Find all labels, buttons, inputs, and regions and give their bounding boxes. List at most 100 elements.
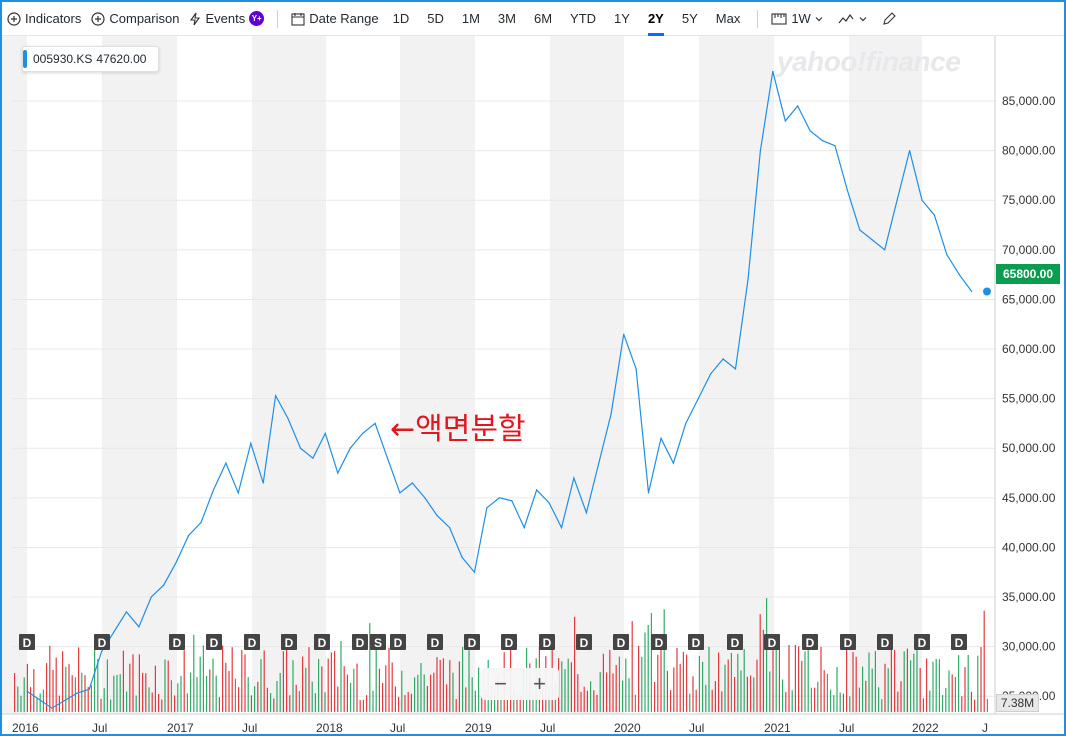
price-point [697,398,699,400]
volume-bar [516,693,518,712]
dividend-event-marker[interactable]: D [727,634,743,650]
price-point [26,690,28,692]
volume-bar [46,663,48,712]
price-point [511,500,513,502]
volume-bar [721,691,723,712]
dividend-event-marker[interactable]: D [651,634,667,650]
volume-bar [682,651,684,712]
dividend-event-marker[interactable]: D [951,634,967,650]
range-1m[interactable]: 1M [461,11,480,26]
date-range-button[interactable]: Date Range [286,2,383,36]
range-1d[interactable]: 1D [392,11,410,26]
chart-type-dropdown[interactable] [833,2,877,36]
dividend-event-marker[interactable]: D [914,634,930,650]
draw-button[interactable] [877,2,905,36]
dividend-event-marker[interactable]: D [390,634,406,650]
events-button[interactable]: Events Y+ [184,2,269,36]
price-point [958,274,960,276]
range-5y[interactable]: 5Y [681,11,698,26]
dividend-event-marker[interactable]: D [840,634,856,650]
volume-bar [129,663,131,712]
dividend-event-marker[interactable]: D [501,634,517,650]
dividend-event-marker[interactable]: D [464,634,480,650]
dividend-event-marker[interactable]: D [688,634,704,650]
volume-bar [289,695,291,712]
volume-bar [865,680,867,712]
range-6m[interactable]: 6M [533,11,553,26]
volume-bar [442,658,444,712]
series-legend[interactable]: 005930.KS 47620.00 [22,46,160,72]
volume-bar [151,692,153,712]
range-5d[interactable]: 5D [427,11,444,26]
dividend-event-marker[interactable]: D [206,634,222,650]
price-point [784,120,786,122]
dividend-event-marker[interactable]: D [613,634,629,650]
chart-toolbar: Indicators Comparison Events Y+ Date Ran… [2,2,1064,36]
dividend-event-marker[interactable]: D [244,634,260,650]
volume-bar [756,659,758,712]
range-max[interactable]: Max [715,11,741,26]
volume-bar [218,697,220,712]
dividend-event-marker[interactable]: D [19,634,35,650]
indicators-button[interactable]: Indicators [2,2,86,36]
range-ytd[interactable]: YTD [570,11,597,26]
price-point [822,140,824,142]
volume-bar [33,669,35,712]
range-1y[interactable]: 1Y [614,11,630,26]
volume-bar [356,663,358,712]
x-tick-label: 2018 [316,721,343,734]
dividend-event-marker[interactable]: D [802,634,818,650]
volume-bar [228,670,230,712]
volume-bar [724,664,726,712]
volume-bar [612,673,614,712]
zoom-in-button[interactable]: + [533,671,546,696]
dividend-event-marker[interactable]: D [94,634,110,650]
volume-bar [446,684,448,712]
price-point [635,368,637,370]
dividend-event-marker[interactable]: D [764,634,780,650]
volume-bar [574,616,576,712]
dividend-event-marker[interactable]: D [281,634,297,650]
range-3m[interactable]: 3M [497,11,516,26]
price-point [200,522,202,524]
volume-bar [439,659,441,712]
svg-text:D: D [285,636,294,650]
volume-bar [359,699,361,712]
dividend-event-marker[interactable]: D [352,634,368,650]
volume-bar [679,663,681,712]
svg-text:D: D [468,636,477,650]
split-event-marker[interactable]: S [370,634,386,650]
volume-bar [727,659,729,712]
range-2y[interactable]: 2Y [639,2,673,36]
volume-bar [177,683,179,712]
dividend-event-marker[interactable]: D [427,634,443,650]
volume-bar [366,695,368,712]
price-point [685,422,687,424]
zoom-out-button[interactable]: − [494,671,507,696]
volume-bar [62,651,64,712]
dividend-event-marker[interactable]: D [576,634,592,650]
lightning-icon [190,12,201,25]
price-point [759,150,762,152]
price-point [374,422,376,424]
x-tick-label: Jul [242,721,257,734]
comparison-button[interactable]: Comparison [86,2,184,36]
svg-text:S: S [374,636,382,650]
calendar-icon [291,12,305,26]
volume-bar [260,659,262,712]
dividend-event-marker[interactable]: D [169,634,185,650]
volume-bar [666,670,668,712]
volume-bar [423,674,425,712]
volume-bar [465,687,467,712]
volume-bar [94,646,96,712]
interval-dropdown[interactable]: 1W [766,2,833,36]
dividend-event-marker[interactable]: D [877,634,893,650]
price-point [598,462,600,464]
dividend-event-marker[interactable]: D [314,634,330,650]
dividend-event-marker[interactable]: D [539,634,555,650]
volume-bar [145,673,147,712]
volume-bar [334,651,336,712]
volume-bar [222,645,224,712]
